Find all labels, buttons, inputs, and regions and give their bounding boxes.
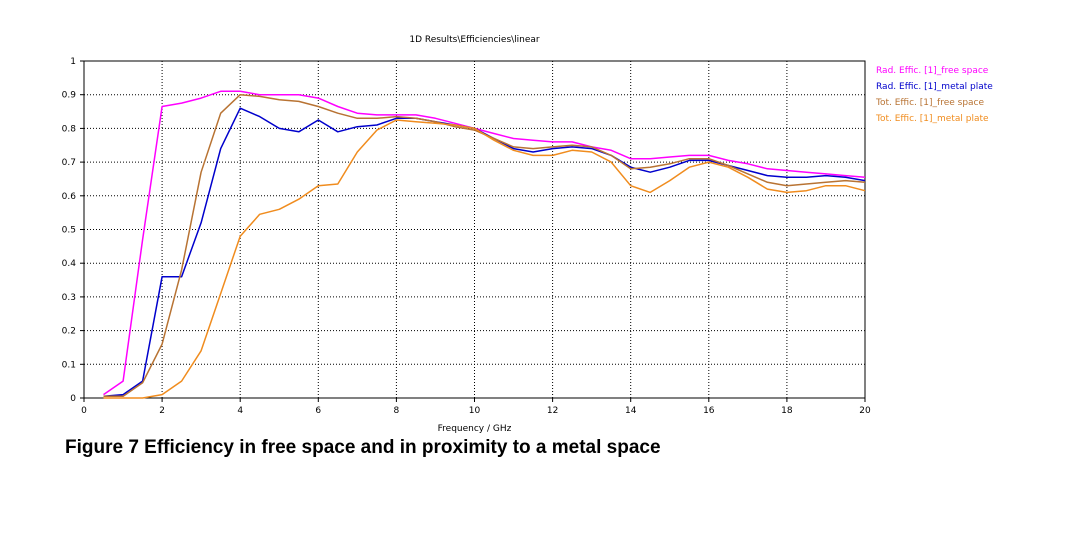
legend-entry-4: Tot. Effic. [1]_metal plate [875, 114, 989, 124]
y-tick-label: 0 [70, 394, 76, 404]
series-line-3 [103, 93, 866, 398]
x-tick-label: 18 [781, 406, 793, 416]
y-tick-label: 0.5 [62, 226, 76, 236]
x-axis-ticks: 0 2 4 6 8 10 12 14 16 18 20 [81, 398, 871, 416]
x-tick-label: 14 [625, 406, 637, 416]
x-tick-label: 20 [859, 406, 871, 416]
x-tick-label: 10 [469, 406, 481, 416]
x-tick-label: 2 [159, 406, 165, 416]
y-axis-ticks: 0 0.1 0.2 0.3 0.4 0.5 0.6 0.7 0.8 0.9 1 [62, 57, 84, 404]
y-tick-label: 0.6 [62, 192, 77, 202]
y-tick-label: 1 [70, 57, 76, 67]
x-tick-label: 6 [315, 406, 321, 416]
y-tick-label: 0.3 [62, 293, 76, 303]
x-tick-label: 12 [547, 406, 558, 416]
legend-entry-1: Rad. Effic. [1]_free space [876, 66, 989, 76]
x-tick-label: 16 [703, 406, 715, 416]
grid-lines [84, 61, 865, 398]
x-axis-label: Frequency / GHz [438, 424, 512, 434]
series-line-2 [103, 107, 866, 398]
efficiency-line-chart: 1D Results\Efficiencies\linear 0 2 4 6 8 10 12… [62, 35, 994, 434]
y-tick-label: 0.8 [62, 124, 77, 134]
x-tick-label: 0 [81, 406, 87, 416]
legend-entry-2: Rad. Effic. [1]_metal plate [876, 82, 993, 92]
y-tick-label: 0.4 [62, 259, 77, 269]
legend-entry-3: Tot. Effic. [1]_free space [875, 98, 985, 108]
x-tick-label: 4 [237, 406, 243, 416]
series-line-4 [103, 119, 866, 399]
chart-title: 1D Results\Efficiencies\linear [409, 35, 540, 45]
y-tick-label: 0.2 [62, 327, 76, 337]
legend: Rad. Effic. [1]_free space Rad. Effic. [1… [875, 66, 993, 124]
series-line-1 [103, 90, 866, 396]
figure-caption: Figure 7 Efficiency in free space and in… [65, 437, 661, 458]
series-layer [103, 90, 866, 399]
x-tick-label: 8 [394, 406, 400, 416]
y-tick-label: 0.9 [62, 91, 77, 101]
y-tick-label: 0.1 [62, 360, 76, 370]
y-tick-label: 0.7 [62, 158, 76, 168]
